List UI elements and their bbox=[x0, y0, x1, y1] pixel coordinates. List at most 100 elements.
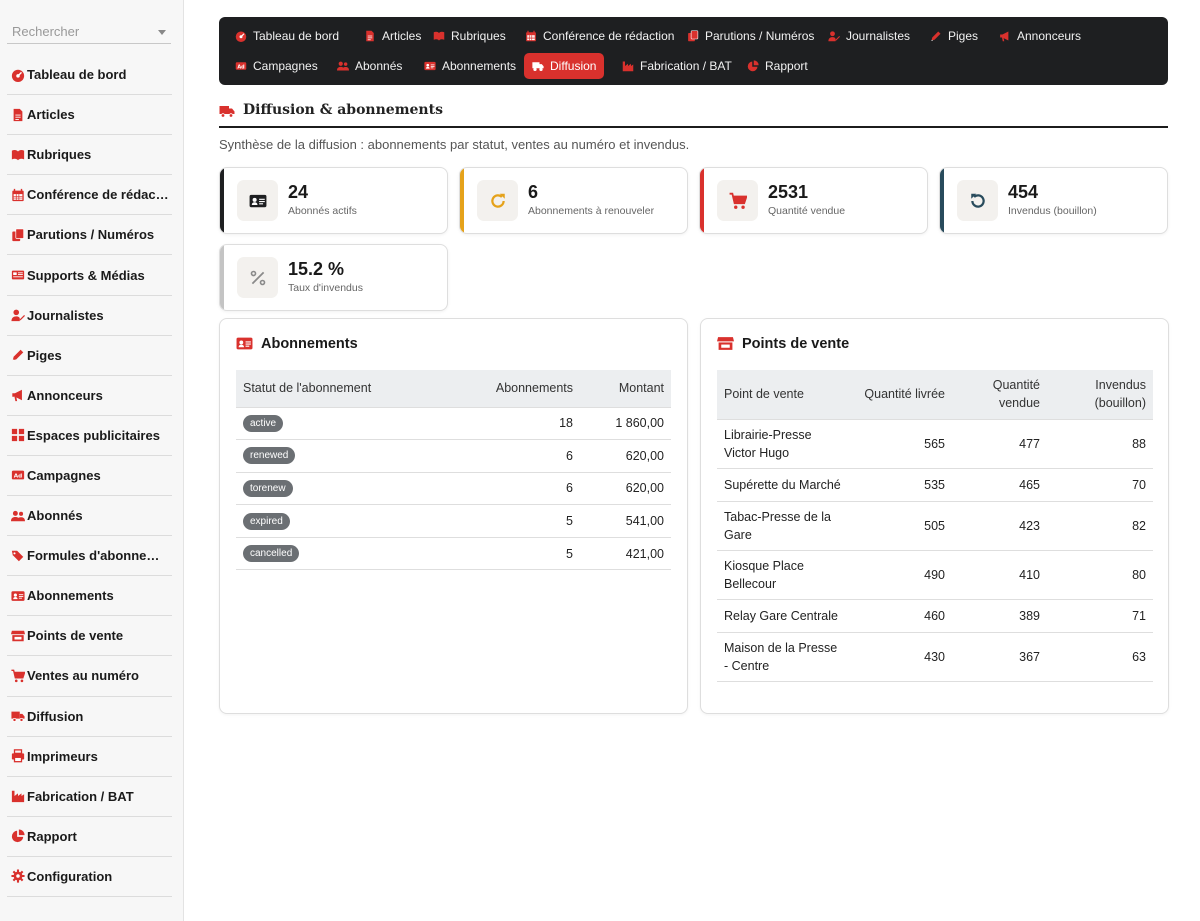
stat-card-3: 454 Invendus (bouillon) bbox=[939, 167, 1168, 234]
sidebar-item-9[interactable]: Espaces publicitaires bbox=[7, 416, 172, 456]
page-title: Diffusion & abonnements bbox=[243, 102, 443, 118]
sidebar-item-16[interactable]: Diffusion bbox=[7, 697, 172, 737]
chevron-down-icon[interactable] bbox=[158, 30, 166, 35]
nav-tab-row2-3[interactable]: Diffusion bbox=[524, 53, 605, 79]
sidebar: Rechercher Tableau de bord Articles Rubriq… bbox=[0, 0, 184, 921]
stat-accent-bar bbox=[460, 168, 464, 233]
pen-icon bbox=[7, 348, 27, 362]
tags-icon bbox=[7, 549, 27, 563]
stat-card-1: 6 Abonnements à renouveler bbox=[459, 167, 688, 234]
pen-icon bbox=[930, 30, 942, 42]
sidebar-item-18[interactable]: Fabrication / BAT bbox=[7, 777, 172, 817]
sidebar-item-20[interactable]: Configuration bbox=[7, 857, 172, 897]
nav-tab-row1-7[interactable]: Annonceurs bbox=[991, 23, 1089, 49]
sidebar-item-label: Points de vente bbox=[27, 628, 124, 644]
sidebar-item-15[interactable]: Ventes au numéro bbox=[7, 656, 172, 697]
svg-text:Ad: Ad bbox=[14, 474, 22, 480]
nav-tab-row1-0[interactable]: Tableau de bord bbox=[227, 23, 347, 49]
point-de-vente-name: Tabac-Presse de la Gare bbox=[717, 501, 862, 551]
calendar-icon bbox=[525, 30, 537, 42]
sidebar-item-12[interactable]: Formules d'abonne… bbox=[7, 536, 172, 577]
sidebar-item-7[interactable]: Piges bbox=[7, 336, 172, 376]
sidebar-item-label: Piges bbox=[27, 347, 62, 363]
invendus: 88 bbox=[1047, 419, 1153, 469]
nav-tab-row1-1[interactable]: Articles bbox=[356, 23, 429, 49]
sidebar-item-10[interactable]: Ad Campagnes bbox=[7, 456, 172, 497]
sidebar-item-13[interactable]: Abonnements bbox=[7, 576, 172, 617]
nav-tab-row2-0[interactable]: Ad Campagnes bbox=[227, 53, 326, 79]
id-card-icon bbox=[424, 60, 436, 72]
sidebar-item-6[interactable]: Journalistes bbox=[7, 296, 172, 336]
abonnements-panel: Abonnements Statut de l'abonnement Abonn… bbox=[219, 318, 688, 714]
quantite-vendue: 465 bbox=[952, 468, 1047, 502]
table-row: Supérette du Marché 535 465 70 bbox=[717, 468, 1153, 502]
nav-tab-row2-5[interactable]: Rapport bbox=[739, 53, 816, 79]
nav-tab-row1-4[interactable]: Parutions / Numéros bbox=[679, 23, 822, 49]
truck-icon bbox=[532, 60, 544, 72]
sidebar-item-label: Annonceurs bbox=[27, 387, 103, 403]
nav-tab-label: Parutions / Numéros bbox=[705, 29, 815, 43]
truck-icon bbox=[219, 98, 235, 124]
sidebar-item-8[interactable]: Annonceurs bbox=[7, 376, 172, 416]
sidebar-item-11[interactable]: Abonnés bbox=[7, 496, 172, 537]
sidebar-item-label: Ventes au numéro bbox=[27, 668, 139, 684]
nav-tab-row1-2[interactable]: Rubriques bbox=[425, 23, 514, 49]
sidebar-item-19[interactable]: Rapport bbox=[7, 817, 172, 857]
table-row: Tabac-Presse de la Gare 505 423 82 bbox=[717, 501, 1153, 551]
invendus: 80 bbox=[1047, 550, 1153, 600]
search-select[interactable]: Rechercher bbox=[7, 20, 171, 44]
svg-text:Ad: Ad bbox=[237, 64, 245, 70]
nav-tab-label: Annonceurs bbox=[1017, 29, 1082, 43]
column-header: Abonnements bbox=[450, 370, 573, 408]
sidebar-item-3[interactable]: Conférence de rédac… bbox=[7, 175, 172, 216]
top-navigation: Tableau de bord Articles Rubriques Conféren… bbox=[219, 17, 1168, 85]
nav-tab-row1-6[interactable]: Piges bbox=[922, 23, 986, 49]
sidebar-item-5[interactable]: Supports & Médias bbox=[7, 255, 172, 296]
nav-tab-row1-5[interactable]: Journalistes bbox=[820, 23, 918, 49]
redo-icon bbox=[477, 180, 518, 221]
sidebar-item-label: Imprimeurs bbox=[27, 748, 98, 764]
sidebar-item-17[interactable]: Imprimeurs bbox=[7, 737, 172, 777]
sidebar-item-2[interactable]: Rubriques bbox=[7, 135, 172, 176]
nav-tab-row2-4[interactable]: Fabrication / BAT bbox=[614, 53, 740, 79]
abonnements-count: 5 bbox=[450, 537, 573, 571]
status-badge: renewed bbox=[243, 447, 296, 465]
column-header: Quantité livrée bbox=[862, 370, 952, 420]
nav-tab-row2-1[interactable]: Abonnés bbox=[329, 53, 410, 79]
stat-value: 6 bbox=[528, 182, 539, 202]
nav-tab-label: Rapport bbox=[765, 59, 808, 73]
status-badge: torenew bbox=[243, 479, 293, 497]
stat-label: Abonnés actifs bbox=[288, 205, 357, 217]
abonnements-count: 5 bbox=[450, 504, 573, 538]
point-de-vente-name: Librairie-Presse Victor Hugo bbox=[717, 419, 862, 469]
file-icon bbox=[7, 108, 27, 122]
quantite-livree: 565 bbox=[862, 419, 952, 469]
sidebar-item-1[interactable]: Articles bbox=[7, 95, 172, 136]
abonnements-montant: 1 860,00 bbox=[573, 407, 671, 441]
table-row: expired 5 541,00 bbox=[236, 504, 671, 538]
sidebar-item-label: Rubriques bbox=[27, 147, 92, 163]
nav-tab-label: Conférence de rédaction bbox=[543, 29, 675, 43]
gear-icon bbox=[7, 869, 27, 883]
sidebar-item-label: Abonnements bbox=[27, 588, 114, 604]
nav-tab-row1-3[interactable]: Conférence de rédaction bbox=[517, 23, 682, 49]
nav-tab-row2-2[interactable]: Abonnements bbox=[416, 53, 524, 79]
undo-icon bbox=[957, 180, 998, 221]
quantite-vendue: 423 bbox=[952, 501, 1047, 551]
nav-tab-label: Tableau de bord bbox=[253, 29, 340, 43]
book-open-icon bbox=[7, 148, 27, 162]
nav-tab-label: Piges bbox=[948, 29, 979, 43]
sidebar-item-label: Journalistes bbox=[27, 307, 104, 323]
sidebar-item-4[interactable]: Parutions / Numéros bbox=[7, 215, 172, 256]
gauge-icon bbox=[235, 30, 247, 42]
table-row: Maison de la Presse - Centre 430 367 63 bbox=[717, 632, 1153, 682]
invendus: 63 bbox=[1047, 632, 1153, 682]
quantite-vendue: 389 bbox=[952, 599, 1047, 633]
percent-icon bbox=[237, 257, 278, 298]
stat-accent-bar bbox=[220, 245, 224, 310]
stat-accent-bar bbox=[220, 168, 224, 233]
nav-tab-label: Articles bbox=[382, 29, 422, 43]
sidebar-item-0[interactable]: Tableau de bord bbox=[7, 55, 172, 96]
sidebar-item-14[interactable]: Points de vente bbox=[7, 616, 172, 657]
pie-chart-icon bbox=[747, 60, 759, 72]
